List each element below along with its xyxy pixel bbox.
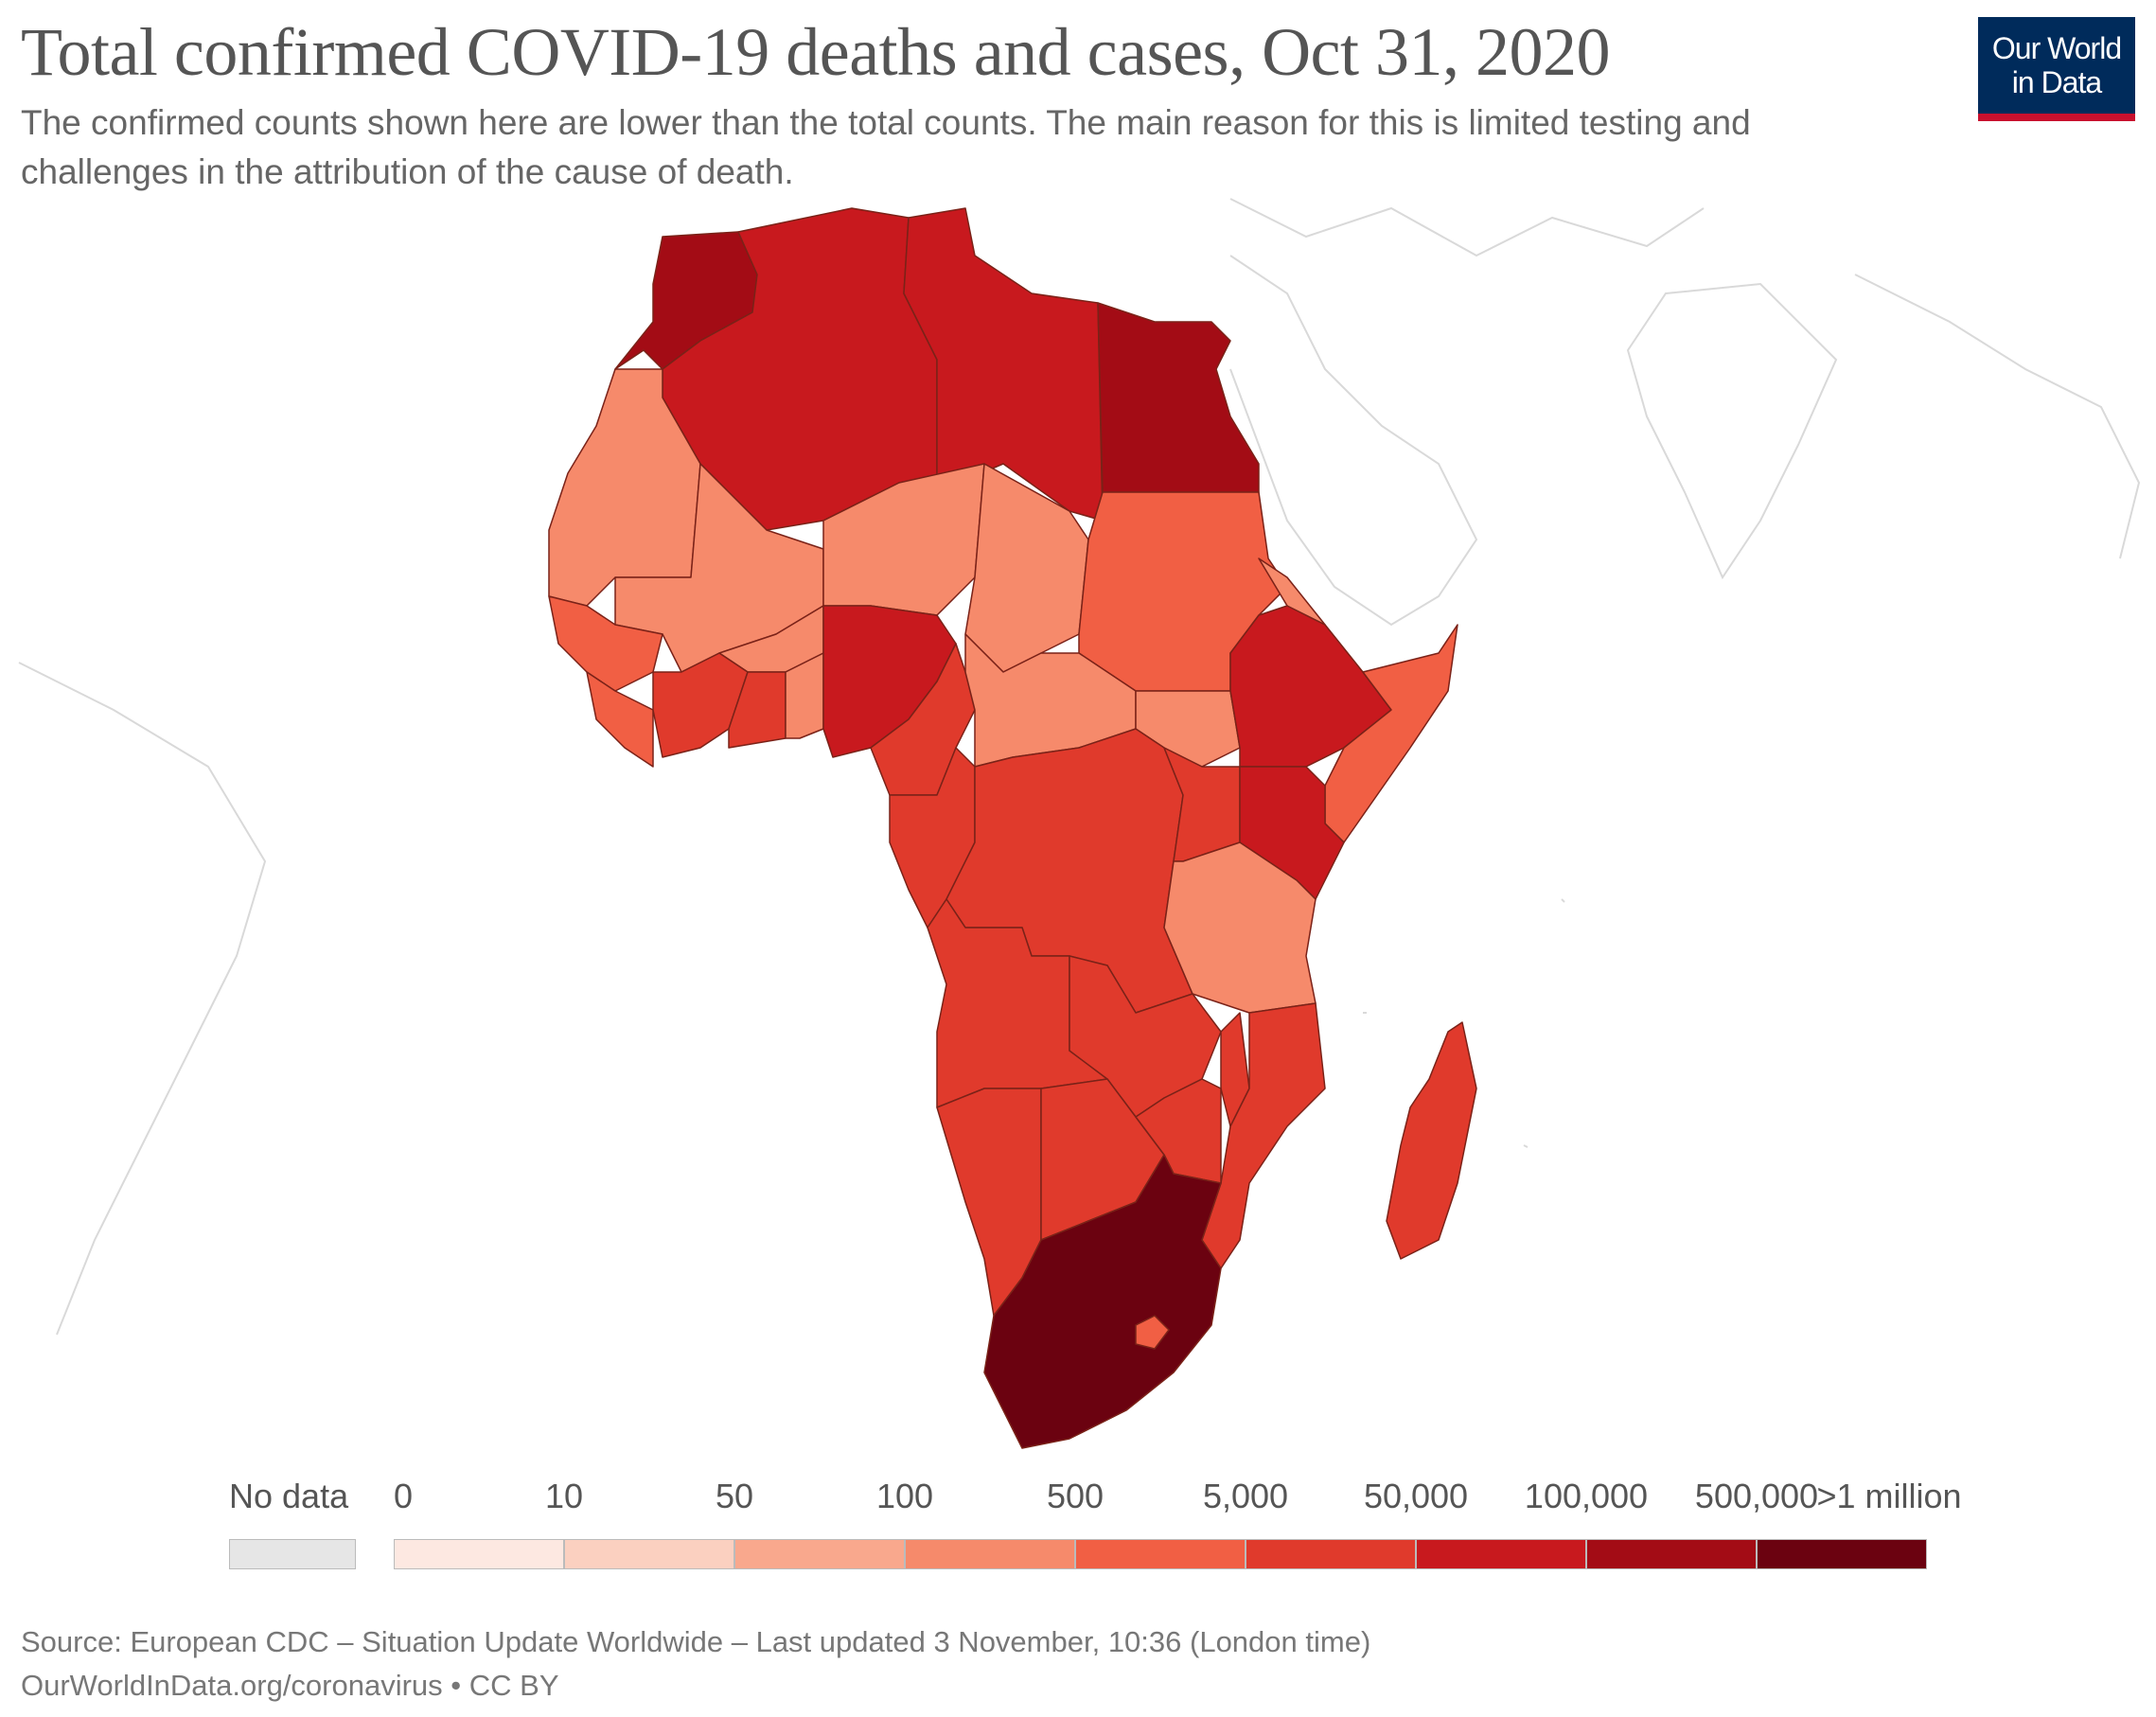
logo-text-line2: in Data: [2011, 65, 2102, 99]
chart-title: Total confirmed COVID-19 deaths and case…: [21, 14, 1611, 90]
country-egypt: [1097, 302, 1260, 493]
legend-tick-label: 100: [875, 1477, 934, 1515]
madagascar-region-islands: [1363, 898, 1565, 1148]
country-western-sahara-mauritania: [548, 368, 701, 607]
south-america-outline: [18, 662, 267, 1336]
country-tunisia-libya: [903, 207, 1104, 522]
india-outline: [1626, 282, 1838, 580]
legend-tick-label: 0: [394, 1477, 414, 1515]
legend-tick-label: 5,000: [1202, 1477, 1289, 1515]
source-link[interactable]: OurWorldInData.org/coronavirus • CC BY: [21, 1669, 559, 1702]
logo-text-line1: Our World: [1991, 31, 2122, 65]
country-lesotho: [1135, 1315, 1170, 1350]
footer: Source: European CDC – Situation Update …: [21, 1620, 1370, 1708]
country-madagascar: [1386, 1021, 1477, 1260]
legend-bin-4[interactable]: [1075, 1539, 1246, 1569]
legend-no-data-label: No data: [229, 1477, 349, 1515]
country-mozambique: [1201, 1002, 1326, 1269]
legend-bin-8[interactable]: [1757, 1539, 1927, 1569]
legend-tick-label: 500: [1046, 1477, 1105, 1515]
legend-tick-label: >1 million: [1816, 1477, 1962, 1515]
legend: No data 0 10 50 100 500 5,000 50,000 100,000 500…: [0, 1477, 2156, 1581]
country-ghana: [728, 671, 786, 749]
country-togo-benin: [785, 652, 824, 739]
legend-tick-label: 100,000: [1524, 1477, 1649, 1515]
europe-outline: [1229, 198, 1705, 257]
legend-tick-label: 50,000: [1363, 1477, 1469, 1515]
legend-bin-3[interactable]: [905, 1539, 1075, 1569]
arabia-outline: [1229, 255, 1478, 627]
source-text: Source: European CDC – Situation Update …: [21, 1625, 1371, 1658]
africa-map: [18, 198, 2141, 1449]
country-sierra-leone-liberia: [586, 671, 654, 768]
owid-logo[interactable]: Our World in Data: [1978, 17, 2135, 121]
legend-bin-0[interactable]: [394, 1539, 564, 1569]
legend-bin-7[interactable]: [1586, 1539, 1757, 1569]
asia-east-outline: [1854, 274, 2141, 559]
legend-bin-6[interactable]: [1416, 1539, 1586, 1569]
country-south-africa: [983, 1154, 1222, 1449]
legend-tick-label: 10: [544, 1477, 584, 1515]
legend-bin-1[interactable]: [564, 1539, 734, 1569]
legend-bin-2[interactable]: [734, 1539, 905, 1569]
chart-subtitle: The confirmed counts shown here are lowe…: [21, 103, 1751, 191]
legend-bin-5[interactable]: [1246, 1539, 1416, 1569]
legend-no-data-swatch[interactable]: [229, 1539, 356, 1569]
africa-countries: [548, 207, 1477, 1449]
background-land-outlines: [18, 198, 2141, 1336]
legend-tick-label: 500,000: [1694, 1477, 1819, 1515]
legend-tick-label: 50: [715, 1477, 754, 1515]
